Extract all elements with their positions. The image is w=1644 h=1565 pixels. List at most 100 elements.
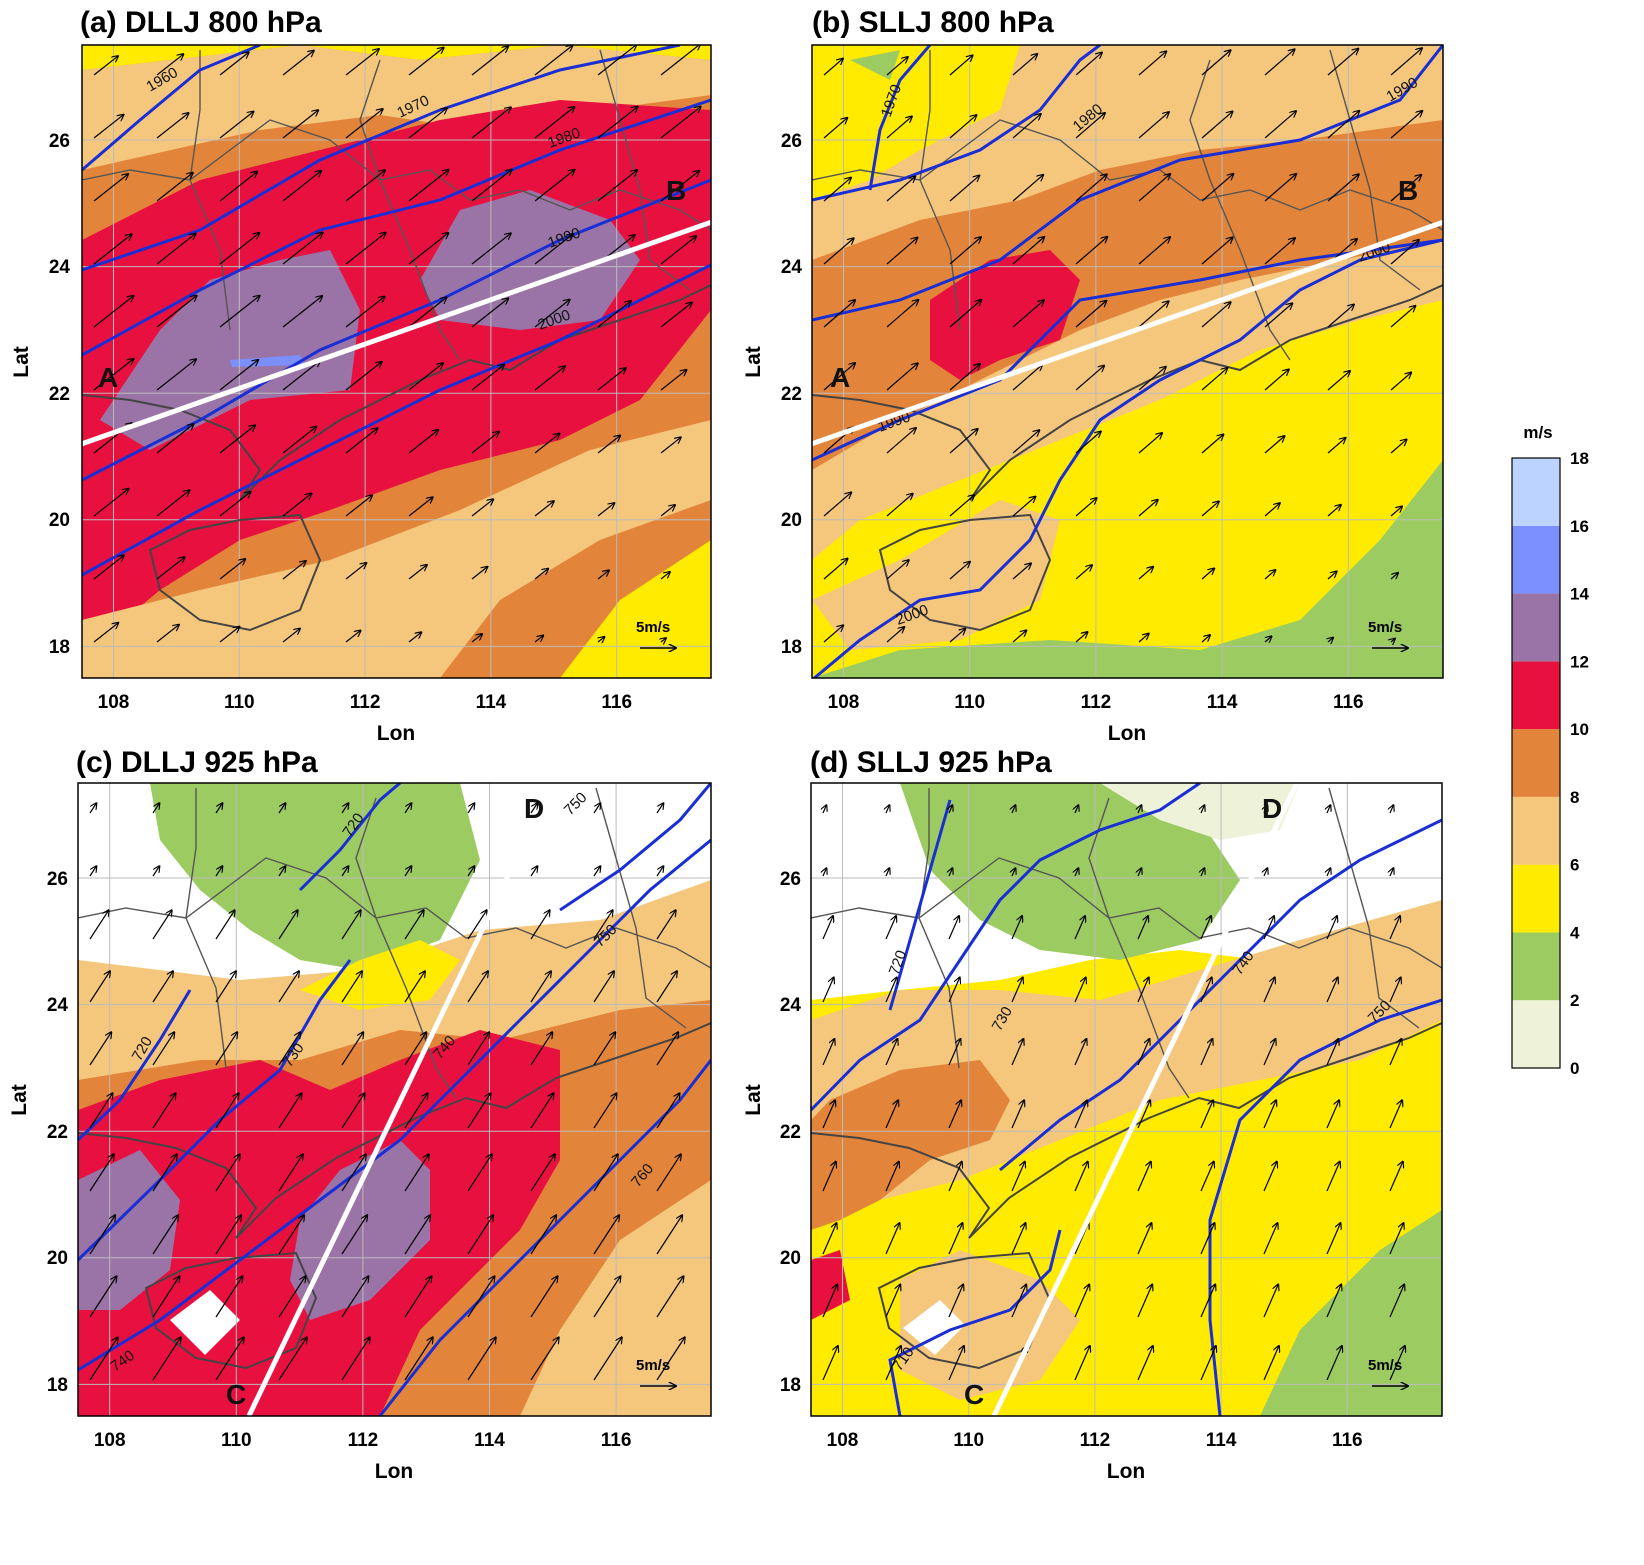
x-tick-label: 108 — [828, 692, 860, 713]
wind-vector-arrow — [219, 52, 249, 76]
wind-vector-arrow — [661, 638, 666, 642]
colorbar-tick-labels: 0 2 4 6 8 10 12 14 16 18 — [1570, 449, 1589, 1078]
wind-vector-arrow — [152, 1032, 174, 1066]
wind-vector-arrow — [1263, 1161, 1277, 1192]
wind-vector-arrow — [597, 170, 637, 202]
panel-a-x-tick-labels: 108 110 112 114 116 — [98, 692, 632, 713]
cross-section-end-label: D — [524, 793, 544, 824]
wind-vector-arrow — [660, 302, 692, 328]
wind-vector-arrow — [1390, 175, 1421, 202]
cross-section-end-label: B — [666, 175, 686, 206]
wind-vector-arrow — [1012, 237, 1044, 265]
wind-vector-arrow — [1327, 111, 1359, 139]
wind-vector-arrow — [660, 107, 701, 139]
wind-vector-arrow — [467, 1032, 489, 1066]
wind-vector-arrow — [215, 1032, 237, 1066]
wind-vector-arrow — [1075, 113, 1105, 139]
colorbar: m/s 0 2 4 6 8 10 12 14 16 18 — [1511, 423, 1589, 1078]
wind-vector-arrow — [949, 629, 966, 643]
wind-vector-arrow — [282, 427, 317, 454]
wind-vector-arrow — [89, 1215, 115, 1255]
wind-vector-arrow — [823, 492, 851, 517]
wind-vector-arrow — [530, 803, 538, 814]
cross-section-start-label: C — [964, 1379, 984, 1410]
wind-vector-arrow — [471, 634, 482, 643]
wind-vector-arrow — [156, 625, 179, 643]
wind-vector-arrow — [1200, 977, 1212, 1003]
wind-vector-arrow — [885, 1100, 898, 1129]
wind-vector-arrow — [1326, 1039, 1339, 1066]
wind-vector-arrow — [1390, 372, 1411, 391]
wind-vector-arrow — [341, 803, 349, 814]
wind-vector-arrow — [1138, 567, 1153, 580]
wind-vector-arrow — [1263, 977, 1275, 1003]
x-tick-label: 112 — [350, 692, 381, 713]
wind-vector-arrow — [93, 174, 128, 202]
reference-vector-label: 5m/s — [636, 619, 670, 636]
wind-vector-arrow — [823, 558, 848, 580]
x-tick-label: 116 — [601, 692, 632, 713]
wind-vector-arrow — [152, 803, 160, 814]
colorbar-band — [1512, 525, 1560, 594]
wind-vector-arrow — [215, 1276, 243, 1318]
wind-vector-arrow — [341, 1154, 366, 1192]
wind-band-10-12 — [930, 250, 1080, 380]
wind-vector-arrow — [156, 113, 189, 139]
wind-vector-arrow — [1075, 174, 1107, 202]
wind-vector-arrow — [885, 1039, 898, 1066]
wind-vector-arrow — [89, 1337, 118, 1381]
wind-vector-arrow — [1201, 368, 1228, 391]
wind-vector-arrow — [1390, 573, 1398, 579]
cross-section-start-label: A — [830, 362, 850, 393]
wind-vector-arrow — [1391, 638, 1395, 642]
wind-vector-arrow — [341, 1032, 363, 1066]
wind-vector-arrow — [534, 501, 554, 517]
wind-vector-arrow — [1390, 868, 1394, 877]
wind-vector-arrow — [1138, 51, 1166, 76]
panel-a-province-borders — [82, 49, 711, 361]
reference-vector-label: 5m/s — [636, 1357, 670, 1374]
wind-vector-arrow — [282, 493, 312, 517]
wind-vector-arrow — [656, 1276, 684, 1318]
wind-vector-arrow — [1200, 1346, 1216, 1381]
wind-vector-arrow — [471, 567, 488, 580]
wind-vector-arrow — [278, 803, 286, 814]
wind-vector-arrow — [1138, 112, 1169, 139]
wind-vector-arrow — [948, 1161, 962, 1192]
wind-vector-arrow — [1138, 633, 1149, 643]
colorbar-tick-label: 12 — [1570, 652, 1589, 671]
wind-vector-arrow — [885, 1223, 900, 1255]
panel-c-title: (c) DLLJ 925 hPa — [76, 746, 318, 779]
wind-vector-arrow — [1074, 916, 1085, 940]
wind-vector-arrow — [467, 1093, 491, 1129]
wind-vector-arrow — [471, 432, 499, 454]
cross-section-start-label: A — [98, 362, 118, 393]
wind-vector-arrow — [886, 57, 908, 76]
reference-vector: 5m/s — [636, 1357, 676, 1386]
wind-vector-arrow — [1390, 306, 1416, 328]
wind-vector-arrow — [1264, 369, 1289, 391]
wind-vector-arrow — [408, 363, 443, 391]
panel-d-map: 720 730 740 750 710 — [811, 783, 1442, 1416]
wind-vector-arrow — [886, 494, 913, 517]
wind-vector-arrow — [1201, 805, 1205, 814]
wind-vector-arrow — [1264, 436, 1285, 454]
wind-vector-arrow — [1074, 1161, 1088, 1192]
wind-vector-arrow — [949, 562, 970, 580]
y-tick-label: 24 — [49, 257, 71, 278]
colorbar-band — [1512, 1000, 1560, 1068]
wind-vector-arrow — [1138, 174, 1170, 202]
wind-vector-arrow — [948, 1284, 963, 1318]
wind-band-2-4 — [812, 460, 1443, 678]
wind-vector-arrow — [408, 430, 438, 454]
wind-vector-arrow — [278, 1093, 302, 1129]
x-tick-label: 110 — [953, 1430, 984, 1451]
wind-vector-arrow — [1389, 1223, 1404, 1255]
panel-b-frame — [811, 44, 1444, 679]
wind-vector-arrow — [345, 362, 382, 391]
wind-vector-arrow — [1011, 1039, 1024, 1066]
x-tick-label: 108 — [827, 1430, 859, 1451]
panel-a-height-contours — [82, 45, 711, 577]
wind-vector-arrow — [152, 971, 173, 1003]
wind-vector-arrow — [1326, 977, 1338, 1003]
